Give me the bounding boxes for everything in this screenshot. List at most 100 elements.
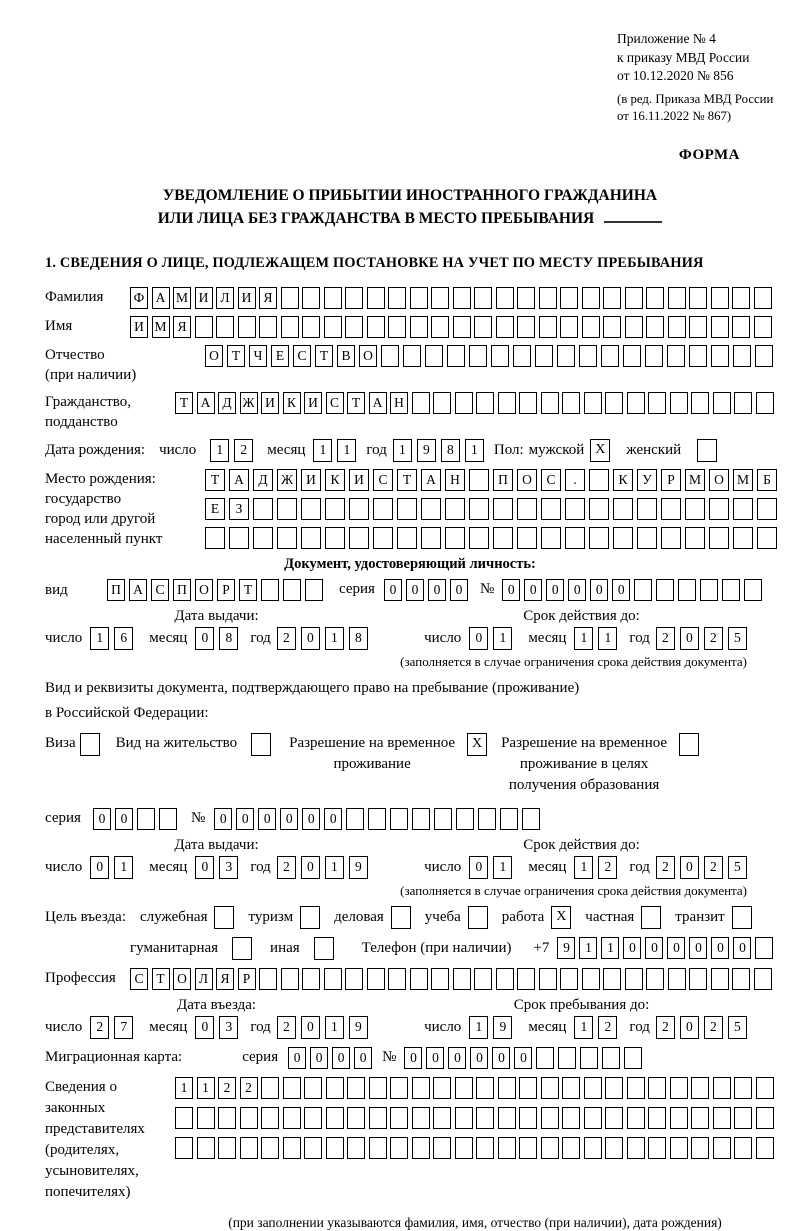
char-cell[interactable]: [474, 967, 492, 990]
char-cell[interactable]: [712, 1076, 731, 1099]
char-cell[interactable]: [732, 286, 750, 309]
char-cell[interactable]: [691, 1136, 709, 1159]
char-cell[interactable]: [366, 286, 385, 309]
char-cell[interactable]: 1: [337, 438, 357, 462]
char-cell[interactable]: 0: [689, 937, 708, 959]
char-cell[interactable]: [583, 391, 602, 414]
char-cell[interactable]: [626, 391, 645, 414]
char-cell[interactable]: 0: [426, 1046, 445, 1069]
char-cell[interactable]: 2: [598, 855, 618, 879]
char-cell[interactable]: 3: [219, 1015, 239, 1039]
char-cell[interactable]: [732, 967, 750, 990]
char-cell[interactable]: П: [493, 468, 513, 491]
char-cell[interactable]: [158, 807, 177, 830]
char-cell[interactable]: [474, 315, 492, 338]
char-cell[interactable]: [646, 967, 664, 990]
char-cell[interactable]: [517, 526, 537, 549]
char-cell[interactable]: 9: [493, 1015, 513, 1039]
char-cell[interactable]: [421, 526, 441, 549]
char-cell[interactable]: [497, 391, 516, 414]
male-checkbox[interactable]: X: [590, 438, 611, 462]
char-cell[interactable]: О: [195, 578, 213, 601]
char-cell[interactable]: [323, 967, 342, 990]
char-cell[interactable]: П: [173, 578, 191, 601]
char-cell[interactable]: [175, 1136, 193, 1159]
char-cell[interactable]: [710, 286, 729, 309]
char-cell[interactable]: 1: [601, 937, 620, 959]
char-cell[interactable]: [603, 286, 621, 309]
char-cell[interactable]: 0: [469, 626, 489, 650]
char-cell[interactable]: 1: [313, 438, 333, 462]
char-cell[interactable]: С: [151, 578, 169, 601]
char-cell[interactable]: [583, 1106, 602, 1129]
char-cell[interactable]: [261, 1076, 279, 1099]
char-cell[interactable]: [497, 1076, 516, 1099]
char-cell[interactable]: [368, 1136, 387, 1159]
char-cell[interactable]: [613, 497, 633, 520]
char-cell[interactable]: 0: [288, 1046, 307, 1069]
char-cell[interactable]: [368, 1106, 387, 1129]
char-cell[interactable]: [513, 344, 531, 367]
char-cell[interactable]: [648, 391, 666, 414]
char-cell[interactable]: Т: [151, 967, 170, 990]
char-cell[interactable]: [301, 526, 321, 549]
char-cell[interactable]: [589, 497, 609, 520]
char-cell[interactable]: [661, 497, 681, 520]
char-cell[interactable]: [469, 344, 487, 367]
char-cell[interactable]: [345, 286, 363, 309]
char-cell[interactable]: 2: [276, 855, 296, 879]
char-cell[interactable]: [229, 526, 249, 549]
char-cell[interactable]: [412, 807, 431, 830]
char-cell[interactable]: [709, 497, 729, 520]
char-cell[interactable]: [733, 497, 753, 520]
char-cell[interactable]: 1: [175, 1076, 193, 1099]
char-cell[interactable]: 0: [300, 855, 320, 879]
char-cell[interactable]: 9: [348, 855, 368, 879]
char-cell[interactable]: [305, 578, 323, 601]
char-cell[interactable]: З: [229, 497, 249, 520]
char-cell[interactable]: [661, 526, 681, 549]
char-cell[interactable]: 1: [392, 438, 412, 462]
char-cell[interactable]: [685, 497, 705, 520]
char-cell[interactable]: 2: [598, 1015, 618, 1039]
char-cell[interactable]: 0: [623, 937, 642, 959]
char-cell[interactable]: [583, 1136, 602, 1159]
char-cell[interactable]: [282, 1106, 301, 1129]
char-cell[interactable]: [259, 315, 277, 338]
char-cell[interactable]: .: [565, 468, 585, 491]
char-cell[interactable]: 0: [667, 937, 686, 959]
char-cell[interactable]: [689, 315, 707, 338]
char-cell[interactable]: [345, 967, 363, 990]
char-cell[interactable]: [476, 391, 494, 414]
char-cell[interactable]: С: [130, 967, 148, 990]
char-cell[interactable]: [349, 497, 369, 520]
char-cell[interactable]: 0: [514, 1046, 533, 1069]
char-cell[interactable]: Н: [390, 391, 408, 414]
char-cell[interactable]: Ч: [249, 344, 267, 367]
char-cell[interactable]: 0: [612, 578, 631, 601]
char-cell[interactable]: [605, 391, 623, 414]
char-cell[interactable]: 0: [90, 855, 110, 879]
char-cell[interactable]: [667, 286, 686, 309]
char-cell[interactable]: [562, 391, 580, 414]
char-cell[interactable]: 1: [324, 626, 344, 650]
char-cell[interactable]: [445, 497, 465, 520]
char-cell[interactable]: [390, 1106, 408, 1129]
char-cell[interactable]: [700, 578, 719, 601]
char-cell[interactable]: [540, 1076, 559, 1099]
char-cell[interactable]: [368, 807, 387, 830]
char-cell[interactable]: С: [293, 344, 311, 367]
char-cell[interactable]: [626, 1076, 645, 1099]
char-cell[interactable]: Д: [218, 391, 236, 414]
char-cell[interactable]: 2: [276, 626, 296, 650]
char-cell[interactable]: 1: [579, 937, 598, 959]
char-cell[interactable]: 9: [348, 1015, 368, 1039]
char-cell[interactable]: [237, 315, 256, 338]
char-cell[interactable]: [613, 526, 633, 549]
char-cell[interactable]: 0: [568, 578, 587, 601]
char-cell[interactable]: [605, 1076, 623, 1099]
char-cell[interactable]: [434, 807, 453, 830]
char-cell[interactable]: [755, 1076, 774, 1099]
char-cell[interactable]: 0: [114, 807, 133, 830]
char-cell[interactable]: [669, 391, 688, 414]
